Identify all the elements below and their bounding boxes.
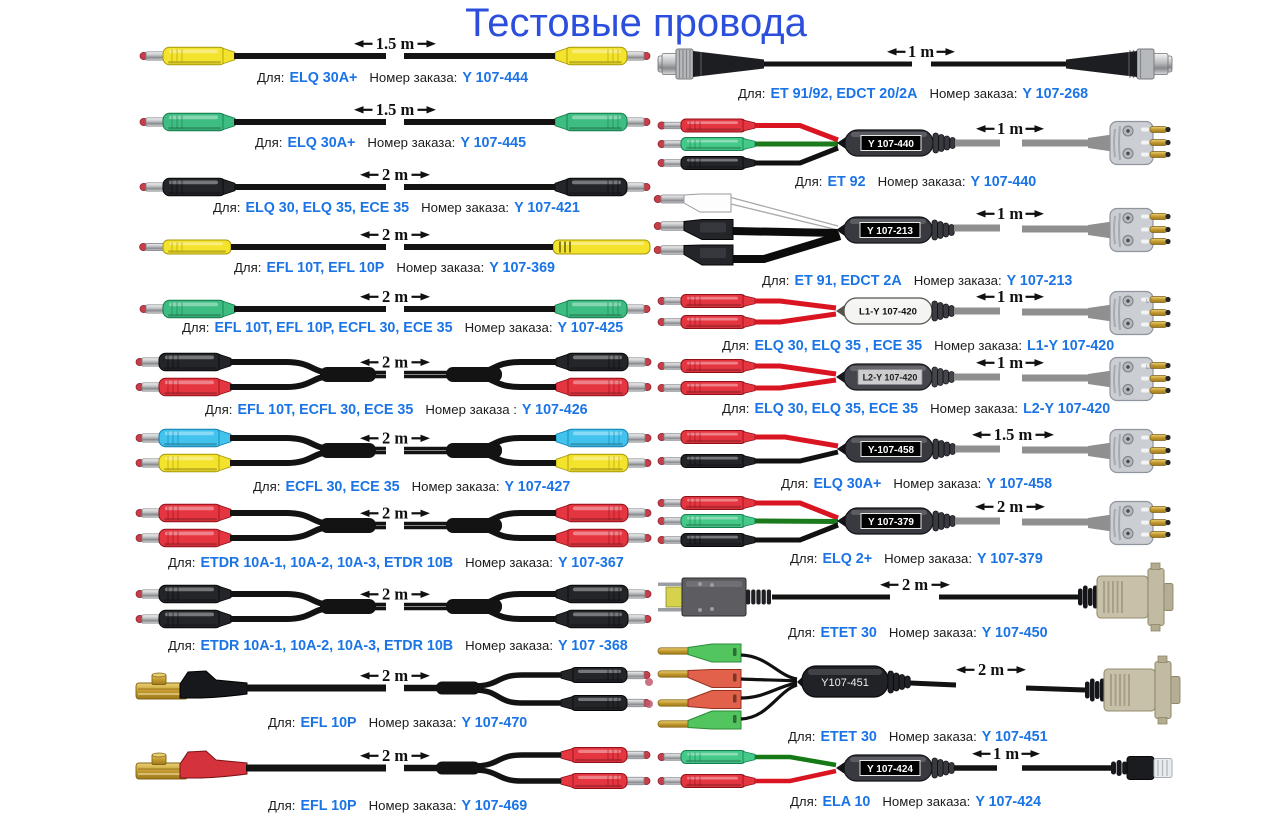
svg-text:Y 107-213: Y 107-213 xyxy=(867,226,913,237)
svg-text:L1-Y 107-420: L1-Y 107-420 xyxy=(859,307,917,318)
svg-text:1 m: 1 m xyxy=(997,353,1023,372)
svg-text:2 m: 2 m xyxy=(978,660,1004,679)
svg-text:Для:EFL 10T, EFL 10P, ECFL 30,: Для: EFL 10T, EFL 10P, ECFL 30, ECE 35 Ном… xyxy=(182,320,623,336)
svg-text:2 m: 2 m xyxy=(382,746,408,765)
svg-text:1 m: 1 m xyxy=(997,119,1023,138)
svg-text:2 m: 2 m xyxy=(902,575,928,594)
svg-text:Для:ELQ 30A+Номер заказа:Y 107: Для: ELQ 30A+ Номер заказа: Y 107-444 xyxy=(257,70,528,86)
svg-text:2 m: 2 m xyxy=(997,497,1023,516)
svg-text:2 m: 2 m xyxy=(382,666,408,685)
svg-text:Y 107-379: Y 107-379 xyxy=(868,517,914,528)
svg-text:1 m: 1 m xyxy=(908,42,934,61)
svg-text:1 m: 1 m xyxy=(997,204,1023,223)
svg-text:Для:ELQ 30A+Номер заказа:Y 107: Для: ELQ 30A+ Номер заказа: Y 107-445 xyxy=(255,135,526,151)
svg-text:2 m: 2 m xyxy=(382,287,408,306)
svg-text:Y 107-424: Y 107-424 xyxy=(867,764,913,775)
svg-text:Для:ETDR 10A-1, 10A-2, 10A-3,: Для: ETDR 10A-1, 10A-2, 10A-3, ETDR 10B Но… xyxy=(168,555,624,571)
svg-text:Для:ETDR 10A-1, 10A-2, 10A-3,: Для: ETDR 10A-1, 10A-2, 10A-3, ETDR 10B Но… xyxy=(168,638,628,654)
svg-text:L2-Y 107-420: L2-Y 107-420 xyxy=(863,373,918,383)
svg-text:1 m: 1 m xyxy=(993,744,1019,763)
svg-text:L1: L1 xyxy=(1146,298,1154,305)
svg-text:Тестовые провода: Тестовые провода xyxy=(465,1,808,45)
svg-text:2 m: 2 m xyxy=(382,504,408,523)
svg-text:Y107-451: Y107-451 xyxy=(821,677,869,689)
svg-text:1.5 m: 1.5 m xyxy=(376,100,415,119)
svg-text:Y-107-458: Y-107-458 xyxy=(868,445,915,456)
svg-text:2 m: 2 m xyxy=(382,353,408,372)
svg-text:2 m: 2 m xyxy=(382,585,408,604)
svg-text:Y 107-440: Y 107-440 xyxy=(868,139,914,150)
svg-text:2 m: 2 m xyxy=(382,429,408,448)
svg-text:L2: L2 xyxy=(1146,364,1154,371)
svg-text:1.5 m: 1.5 m xyxy=(376,34,415,53)
svg-text:1 m: 1 m xyxy=(997,287,1023,306)
svg-text:2 m: 2 m xyxy=(382,225,408,244)
svg-text:1.5 m: 1.5 m xyxy=(994,425,1033,444)
svg-text:Для:ELQ 30A+Номер заказа:Y 107: Для: ELQ 30A+ Номер заказа: Y 107-458 xyxy=(781,476,1052,492)
svg-text:2 m: 2 m xyxy=(382,165,408,184)
svg-text:Для:ELQ 2+Номер заказа:Y 107-3: Для: ELQ 2+ Номер заказа: Y 107-379 xyxy=(790,551,1043,567)
